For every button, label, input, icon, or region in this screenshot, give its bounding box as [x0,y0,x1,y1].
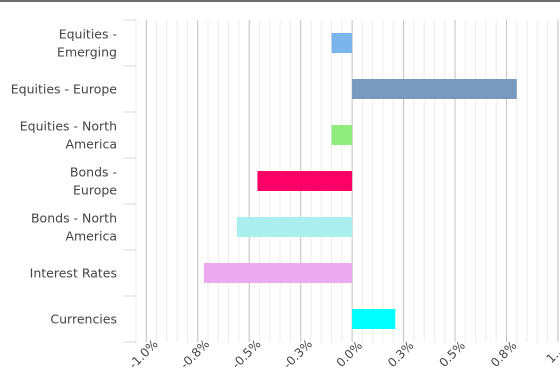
bar [331,125,353,145]
bar [257,171,353,191]
category-dividers [123,19,136,343]
category-label-line: Equities - [59,26,117,41]
bar [203,263,353,283]
x-tick-label: 0.3% [385,338,416,369]
bars [203,33,517,329]
x-tick-label: -0.3% [281,337,316,372]
x-tick-label: 0.5% [436,338,467,369]
x-tick-label: 0.8% [488,338,519,369]
category-label: Currencies [50,311,117,326]
bar [331,33,353,53]
x-tick-label: 1... [543,342,560,365]
category-label-line: Equities - Europe [11,81,118,96]
category-label-line: Currencies [50,311,117,326]
top-frame-border [0,0,560,2]
x-tick-label: 0.0% [334,338,365,369]
bar [352,309,396,329]
category-labels: Equities - Emerging Equities - Europe Equit… [11,26,118,326]
category-label-line: America [65,136,117,151]
bar [236,217,353,237]
category-label: Equities - North America [20,118,117,151]
x-axis-tick-labels: -1.0% -0.8% -0.5% -0.3% 0.0% 0.3% 0.5% 0.8% 1... [126,337,560,372]
category-label-line: Europe [73,182,117,197]
category-label: Equities - Europe [11,81,118,96]
category-label-line: Equities - North [20,118,117,133]
category-label: Interest Rates [30,265,117,280]
category-label-line: America [65,228,117,243]
category-label-line: Bonds - [70,164,117,179]
category-label: Bonds - North America [31,210,117,243]
category-label-line: Interest Rates [30,265,117,280]
x-tick-label: -0.5% [229,337,264,372]
x-tick-label: -0.8% [178,337,213,372]
category-label: Bonds - Europe [70,164,117,197]
bar [352,79,517,99]
category-label-line: Bonds - North [31,210,117,225]
category-label-line: Emerging [57,44,117,59]
category-label: Equities - Emerging [57,26,117,59]
